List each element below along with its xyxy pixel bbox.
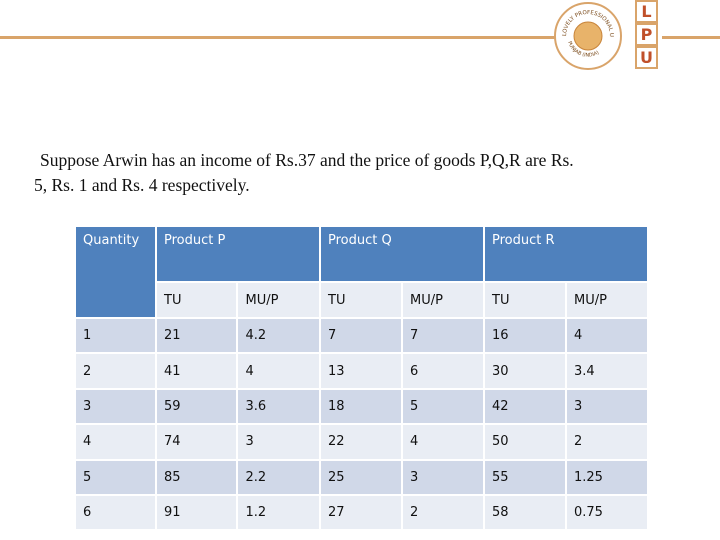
table-cell: 4.2 bbox=[236, 316, 321, 355]
body-line: 5, Rs. 1 and Rs. 4 respectively. bbox=[34, 175, 250, 195]
table-cell: 3.6 bbox=[236, 387, 321, 426]
table-row: 5 85 2.2 25 3 55 1.25 bbox=[74, 458, 649, 496]
table-cell: 3 bbox=[74, 387, 157, 426]
subheader-cell: MU/P bbox=[565, 281, 649, 319]
table-cell: 6 bbox=[401, 352, 485, 390]
logo-letter: P bbox=[641, 25, 653, 44]
table-cell: 91 bbox=[154, 493, 239, 532]
table-row: 2 41 4 13 6 30 3.4 bbox=[74, 352, 649, 390]
header-cell: Product Q bbox=[319, 225, 485, 283]
top-rule bbox=[662, 36, 720, 39]
table-cell: 5 bbox=[401, 387, 485, 426]
table-cell: 5 bbox=[74, 458, 157, 496]
body-line: Suppose Arwin has an income of Rs.37 and… bbox=[40, 150, 574, 170]
subheader-cell: TU bbox=[154, 281, 239, 319]
table-cell: 22 bbox=[319, 423, 403, 461]
subheader-cell: TU bbox=[319, 281, 403, 319]
header-cell: Quantity bbox=[74, 225, 157, 319]
logo-letter: U bbox=[640, 48, 653, 67]
table-cell: 18 bbox=[319, 387, 403, 426]
table-cell: 30 bbox=[483, 352, 567, 390]
logo-letter-box bbox=[635, 46, 658, 69]
table-cell: 6 bbox=[74, 493, 157, 532]
table-cell: 1.2 bbox=[236, 493, 321, 532]
header-cell: Product P bbox=[155, 225, 321, 283]
table-cell: 42 bbox=[483, 387, 567, 426]
data-table: Quantity Product P Product Q Product R TU MU/… bbox=[74, 225, 649, 532]
table-cell: 7 bbox=[401, 316, 485, 355]
subheader-cell: TU bbox=[483, 281, 567, 319]
table-cell: 16 bbox=[483, 316, 567, 355]
table-cell: 13 bbox=[319, 352, 403, 390]
table-cell: 4 bbox=[401, 423, 485, 461]
logo-letter: L bbox=[641, 2, 651, 21]
header-cell: Product R bbox=[483, 225, 649, 283]
table-row: 1 21 4.2 7 7 16 4 bbox=[74, 316, 649, 355]
table-row: 4 74 3 22 4 50 2 bbox=[74, 423, 649, 461]
table-cell: 4 bbox=[565, 316, 649, 355]
table-cell: 3.4 bbox=[565, 352, 649, 390]
table-cell: 21 bbox=[154, 316, 239, 355]
header-row: Quantity Product P Product Q Product R bbox=[74, 225, 649, 319]
table-cell: 41 bbox=[154, 352, 239, 390]
logo-letters: LPU bbox=[635, 0, 658, 69]
table-cell: 3 bbox=[401, 458, 485, 496]
table-cell: 59 bbox=[154, 387, 239, 426]
subheader-row: TU MU/P TU MU/P TU MU/P bbox=[75, 281, 649, 319]
table-cell: 4 bbox=[236, 352, 321, 390]
logo: LOVELY PROFESSIONAL UNIVERSITY PUNJAB (I… bbox=[552, 0, 658, 70]
table-cell: 50 bbox=[483, 423, 567, 461]
table-cell: 7 bbox=[319, 316, 403, 355]
table-cell: 2 bbox=[74, 352, 157, 390]
table-cell: 1 bbox=[74, 316, 157, 355]
table-cell: 1.25 bbox=[565, 458, 649, 496]
table-cell: 2 bbox=[565, 423, 649, 461]
logo-letter-box bbox=[635, 0, 658, 23]
table-cell: 27 bbox=[319, 493, 403, 532]
table-cell: 58 bbox=[483, 493, 567, 532]
table-cell: 74 bbox=[154, 423, 239, 461]
subheader-cell: MU/P bbox=[401, 281, 485, 319]
logo-center bbox=[573, 21, 603, 51]
table-cell: 4 bbox=[74, 423, 157, 461]
table-cell: 3 bbox=[565, 387, 649, 426]
table-row: 6 91 1.2 27 2 58 0.75 bbox=[74, 493, 649, 532]
table-cell: 85 bbox=[154, 458, 239, 496]
table-cell: 0.75 bbox=[565, 493, 649, 532]
table-cell: 2.2 bbox=[236, 458, 321, 496]
logo-letter-box bbox=[635, 23, 658, 46]
table-cell: 25 bbox=[319, 458, 403, 496]
table-cell: 2 bbox=[401, 493, 485, 532]
subheader-cell: MU/P bbox=[236, 281, 321, 319]
top-rule bbox=[0, 36, 555, 39]
table-cell: 55 bbox=[483, 458, 567, 496]
table-cell: 3 bbox=[236, 423, 321, 461]
table-row: 3 59 3.6 18 5 42 3 bbox=[74, 387, 649, 426]
